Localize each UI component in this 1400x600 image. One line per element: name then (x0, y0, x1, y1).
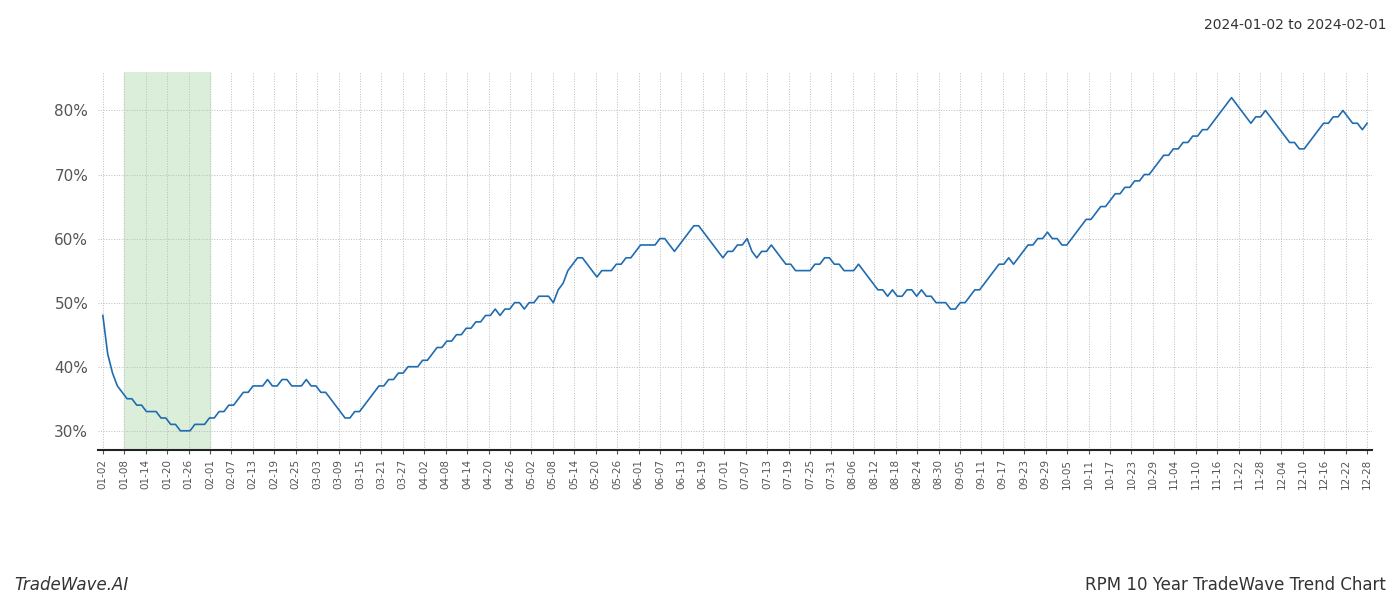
Text: 2024-01-02 to 2024-02-01: 2024-01-02 to 2024-02-01 (1204, 18, 1386, 32)
Bar (125, 72, 210, 450)
Text: RPM 10 Year TradeWave Trend Chart: RPM 10 Year TradeWave Trend Chart (1085, 576, 1386, 594)
Text: TradeWave.AI: TradeWave.AI (14, 576, 129, 594)
